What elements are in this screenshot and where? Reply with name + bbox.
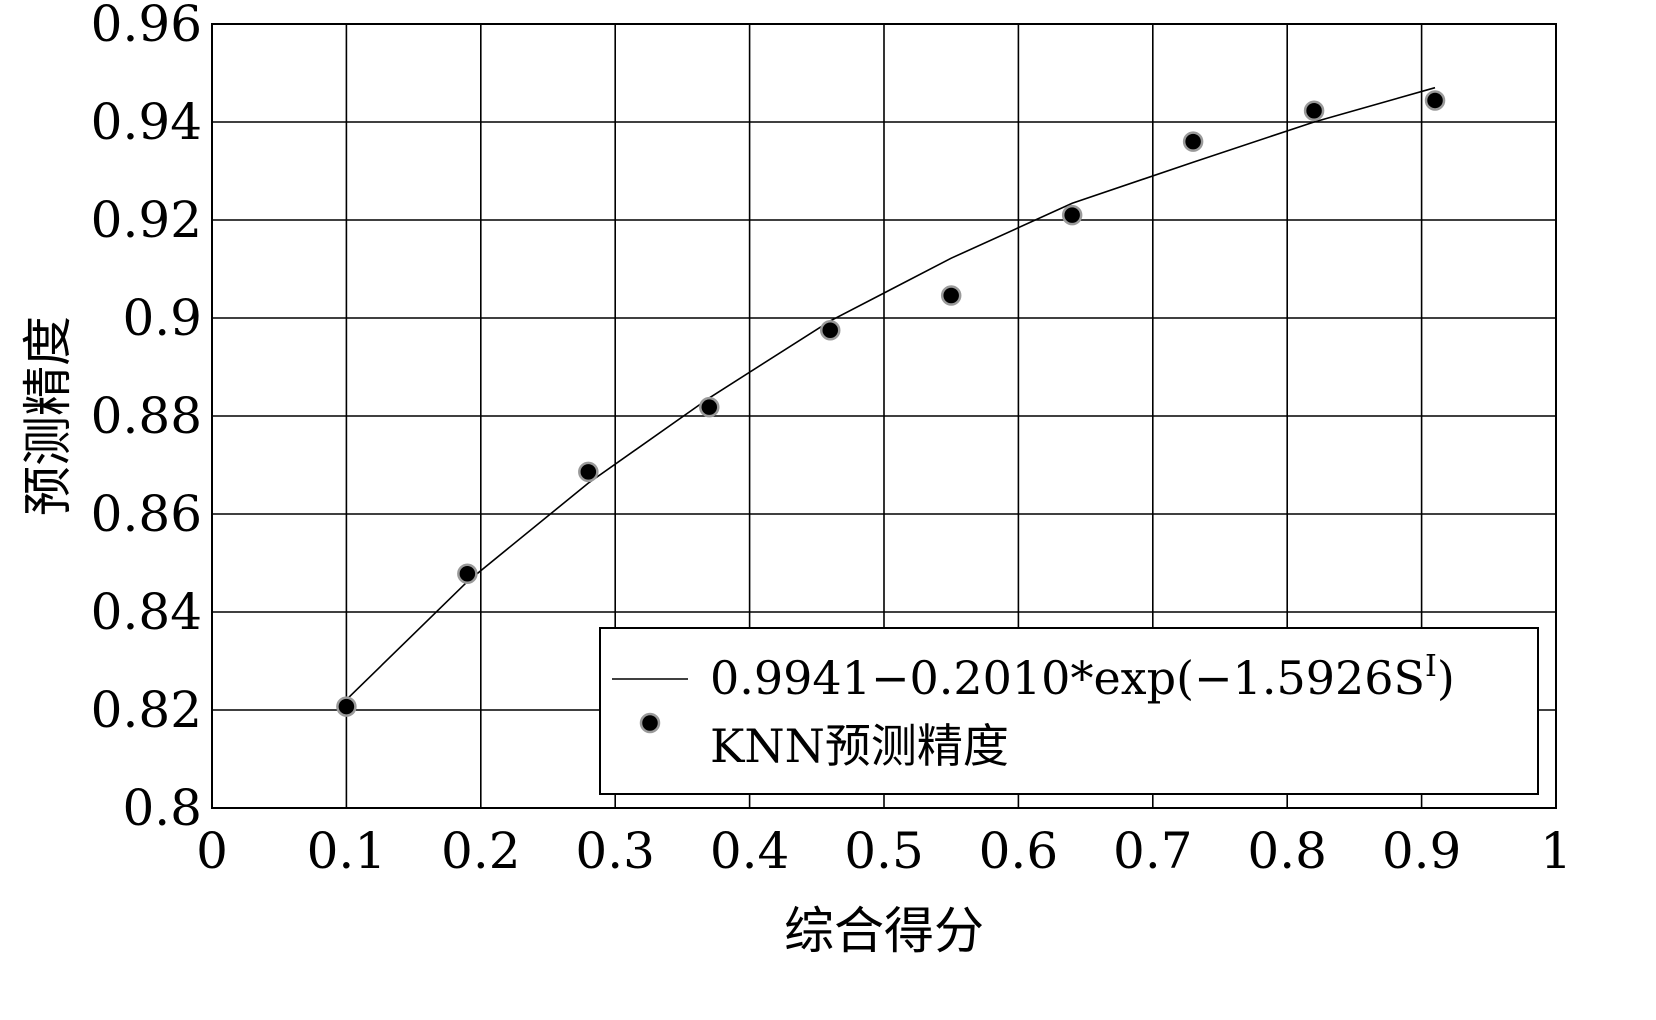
- x-tick-label: 0.6: [979, 822, 1059, 880]
- x-tick-label: 1: [1540, 822, 1572, 880]
- y-tick-label: 0.92: [91, 191, 202, 249]
- x-tick-label: 0.1: [307, 822, 387, 880]
- data-point: [1303, 100, 1325, 121]
- legend-box: [599, 627, 1539, 795]
- y-tick-label: 0.94: [91, 93, 202, 151]
- data-point: [336, 696, 357, 717]
- legend-label-fit-main: 0.9941−0.2010*exp(−1.5926S: [710, 651, 1425, 705]
- y-axis-ticks: 0.8 0.82 0.84 0.86 0.88 0.9 0.92 0.94 0.96: [91, 0, 202, 837]
- x-tick-label: 0.5: [844, 822, 924, 880]
- y-tick-label: 0.9: [122, 289, 202, 347]
- y-tick-label: 0.88: [91, 387, 202, 445]
- data-point: [1424, 90, 1446, 111]
- x-axis-ticks: 0 0.1 0.2 0.3 0.4 0.5 0.6 0.7 0.8 0.9 1: [196, 822, 1572, 880]
- x-tick-label: 0: [196, 822, 228, 880]
- legend-label-fit: 0.9941−0.2010*exp(−1.5926SI): [710, 649, 1455, 705]
- data-point: [1182, 131, 1204, 152]
- data-point: [940, 285, 962, 306]
- x-tick-label: 0.4: [710, 822, 790, 880]
- legend-point-swatch: [639, 712, 661, 734]
- legend-label-fit-superscript: I: [1425, 649, 1437, 684]
- y-tick-label: 0.8: [122, 779, 202, 837]
- data-point: [578, 461, 599, 483]
- x-tick-label: 0.8: [1247, 822, 1327, 880]
- y-tick-label: 0.86: [91, 485, 202, 543]
- x-tick-label: 0.9: [1382, 822, 1462, 880]
- y-axis-title: 预测精度: [19, 316, 77, 516]
- data-point: [819, 320, 841, 341]
- y-tick-label: 0.84: [91, 583, 202, 641]
- plot-frame: [211, 23, 1557, 809]
- legend-label-knn: KNN预测精度: [710, 719, 1009, 773]
- legend: 0.9941−0.2010*exp(−1.5926SI) KNN预测精度: [599, 627, 1539, 795]
- y-tick-label: 0.96: [91, 0, 202, 53]
- x-tick-label: 0.7: [1113, 822, 1193, 880]
- legend-label-fit-suffix: ): [1437, 651, 1455, 705]
- x-tick-label: 0.2: [441, 822, 521, 880]
- data-point: [699, 396, 720, 418]
- y-tick-label: 0.82: [91, 681, 202, 739]
- data-point: [1061, 204, 1083, 226]
- x-axis-title: 综合得分: [784, 902, 984, 960]
- x-tick-label: 0.3: [575, 822, 655, 880]
- fit-curve-line: [345, 86, 1436, 701]
- data-point: [457, 563, 478, 585]
- data-points: [336, 90, 1446, 717]
